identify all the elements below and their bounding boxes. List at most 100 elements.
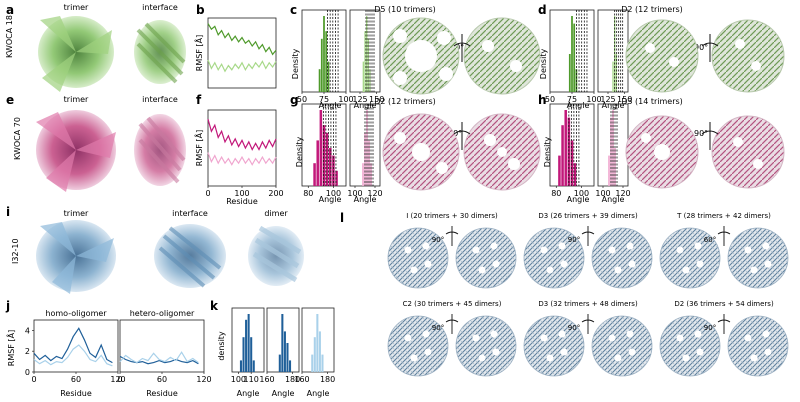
assembly-pore-0-1-0 <box>472 246 480 254</box>
hist-angle-label-3: Angle <box>354 195 377 204</box>
row1-side-label: KWOCA 18 <box>5 15 14 58</box>
f-xtick-label: 100 <box>234 189 249 198</box>
d2-bar <box>612 61 614 92</box>
chart-b-axes <box>207 17 277 89</box>
row2-interface-caption: interface <box>142 95 178 104</box>
panel-letter-k: k <box>210 299 219 313</box>
chart-j-left-xlabel: Residue <box>60 389 92 398</box>
g1-xtick-label: 100 <box>326 189 341 198</box>
assembly-pore-0-0-0 <box>404 246 412 254</box>
panel-letter-i: i <box>6 205 10 219</box>
chart-j-right: hetero-oligomer Residue 0 60 120 <box>117 309 211 398</box>
k2-bar <box>278 354 281 372</box>
row2-interface-structure <box>134 114 186 186</box>
hist-c-ylabel: Density <box>291 49 300 80</box>
assembly-render-0-1 <box>455 227 517 289</box>
chart-j-left-axes <box>33 319 119 373</box>
assembly-rotation-4: 90° <box>568 324 580 332</box>
row2-trimer-caption: trimer <box>64 95 89 104</box>
assembly-pore-1-1-0 <box>608 246 616 254</box>
j_right-xtick-label: 120 <box>196 375 211 384</box>
panel-letter-g: g <box>290 93 299 107</box>
d1-xtick-label: 100 <box>586 95 601 104</box>
hist-h-rotation: 90° <box>694 129 708 138</box>
rotation-arrow-icon <box>581 226 595 246</box>
g1-xtick-label: 80 <box>303 189 313 198</box>
row3-dimer-caption: dimer <box>264 209 288 218</box>
c2-bar <box>364 31 366 92</box>
k1-xtick-label: 110 <box>244 375 259 384</box>
hist-k-ylabel: density <box>217 331 226 361</box>
assembly-render-2-1 <box>727 227 789 289</box>
assembly-pore-2-1-0 <box>744 246 752 254</box>
d1-xtick-label: 50 <box>545 95 555 104</box>
rotation-arrow-icon <box>581 314 595 334</box>
assembly-label-4: D3 (32 trimers + 48 dimers) <box>538 300 638 308</box>
assembly-pore-5-0-1 <box>696 348 704 356</box>
row3-interface-caption: interface <box>172 209 208 218</box>
assembly-pore-1-1-2 <box>614 266 622 274</box>
h2-bar <box>610 117 612 186</box>
panel-letter-f: f <box>196 93 202 107</box>
hist-g-ylabel: Density <box>295 137 304 168</box>
g2-bar <box>362 163 364 186</box>
assembly-pore-1-0-1 <box>560 260 568 268</box>
assembly-rotation-3: 90° <box>432 324 444 332</box>
assembly-pore-4-1-0 <box>608 334 616 342</box>
assembly-rotation-5: 90° <box>704 324 716 332</box>
assembly-pore-5-0-2 <box>682 354 690 362</box>
assembly-render-4-0 <box>523 315 585 377</box>
d2-bar <box>614 16 616 92</box>
assembly-pore-4-1-1 <box>628 348 636 356</box>
assembly-d2-pink-side <box>463 113 541 191</box>
chart-j-right-title: hetero-oligomer <box>130 309 195 318</box>
hist-angle-label-4: Angle <box>567 195 590 204</box>
assembly-render-3-1 <box>455 315 517 377</box>
assembly-pore-5-1-3 <box>762 330 770 338</box>
assembly-render-4-1 <box>591 315 653 377</box>
c1-bar <box>318 69 321 92</box>
h1-xtick-label: 80 <box>551 189 561 198</box>
c2-xtick-label: 150 <box>369 95 384 104</box>
c1-bar <box>323 16 325 92</box>
c1-bar <box>327 61 330 92</box>
hist-angle-label-1: Angle <box>567 101 590 110</box>
assembly-pore-0-1-1 <box>492 260 500 268</box>
assembly-pore-4-0-3 <box>558 330 566 338</box>
k3-bar <box>316 314 319 372</box>
row1-trimer-caption: trimer <box>64 3 89 12</box>
k3-bar <box>311 354 314 372</box>
k2-bar <box>283 331 286 372</box>
assembly-pore-4-1-3 <box>626 330 634 338</box>
chart-j-right-xlabel: Residue <box>146 389 178 398</box>
d1-bar <box>571 16 573 92</box>
j_left-xtick-label: 60 <box>71 375 81 384</box>
assembly-d3-pink-side <box>711 115 785 189</box>
g2-xtick-label: 100 <box>347 189 362 198</box>
h1-bar <box>567 117 571 186</box>
assembly-pore-1-0-3 <box>558 242 566 250</box>
assembly-pore-2-1-1 <box>764 260 772 268</box>
k3-bar <box>321 354 324 372</box>
hist-d-rotation: 90° <box>694 43 708 52</box>
assembly-pore-5-0-3 <box>694 330 702 338</box>
k2-bar <box>286 343 289 372</box>
assembly-pore-5-1-1 <box>764 348 772 356</box>
panel-letter-d: d <box>538 3 547 17</box>
rotation-arrow-icon <box>445 226 459 246</box>
row3-side-label: I32-10 <box>11 238 20 264</box>
assembly-pore-3-0-3 <box>422 330 430 338</box>
assembly-pore-5-1-2 <box>750 354 758 362</box>
c2-xtick-label: 125 <box>352 95 367 104</box>
h1-bar <box>561 125 564 186</box>
row1-interface-structure <box>134 20 186 84</box>
c1-bar <box>320 38 323 92</box>
assembly-render-0-0 <box>387 227 449 289</box>
hist-g-title: D2 (12 trimers) <box>374 97 436 106</box>
assembly-pore-5-1-0 <box>744 334 752 342</box>
assembly-render-2-0 <box>659 227 721 289</box>
b-series-line-0 <box>207 23 277 56</box>
c2-bar <box>366 16 368 92</box>
g1-bar <box>325 132 329 186</box>
chart-b-ylabel: RMSF [Å] <box>193 35 204 71</box>
